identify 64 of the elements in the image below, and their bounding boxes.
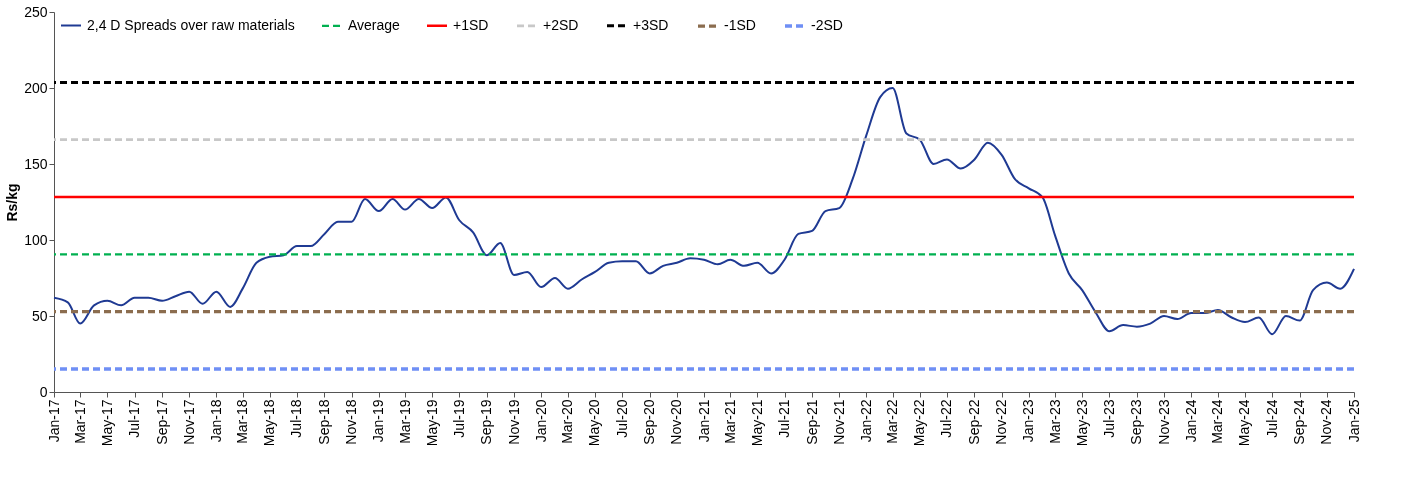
x-tick-label: Sep-17 <box>153 399 170 445</box>
x-tick-label: Jul-22 <box>938 399 955 438</box>
x-tick-label: May-18 <box>261 399 278 447</box>
x-tick-label: Mar-17 <box>71 399 88 444</box>
x-tick-label: Jan-22 <box>857 399 874 443</box>
y-tick-label: 100 <box>24 231 48 248</box>
x-tick-label: Mar-21 <box>721 399 738 444</box>
legend-label: 2,4 D Spreads over raw materials <box>87 16 295 33</box>
x-tick-label: Nov-18 <box>343 399 360 445</box>
x-tick-label: Sep-21 <box>803 399 820 445</box>
x-tick-label: Jul-24 <box>1263 399 1280 438</box>
x-tick-label: May-19 <box>423 399 440 447</box>
x-tick-label: Nov-22 <box>993 399 1010 445</box>
y-tick-label: 50 <box>31 307 48 324</box>
x-tick-label: Mar-19 <box>396 399 413 444</box>
x-tick-label: Mar-22 <box>884 399 901 444</box>
x-tick-label: Jul-18 <box>288 399 305 438</box>
legend-label: +3SD <box>633 16 669 33</box>
x-tick-label: May-21 <box>748 399 765 447</box>
x-tick-label: Mar-24 <box>1209 399 1226 444</box>
x-tick-label: Sep-20 <box>641 399 658 445</box>
x-tick-label: Jul-19 <box>450 399 467 438</box>
legend-label: -2SD <box>811 17 843 33</box>
x-tick-label: Jan-18 <box>207 399 224 443</box>
x-tick-label: Nov-17 <box>180 399 197 445</box>
x-tick-label: Nov-24 <box>1318 399 1335 445</box>
y-axis-title: Rs/kg <box>4 183 21 222</box>
x-tick-label: Sep-22 <box>966 399 982 445</box>
x-tick-label: Jan-19 <box>370 399 387 443</box>
x-tick-label: May-23 <box>1073 399 1090 447</box>
x-tick-label: May-22 <box>911 399 928 447</box>
x-tick-label: May-20 <box>586 399 603 447</box>
y-tick-label: 0 <box>39 383 48 400</box>
x-tick-label: Jan-20 <box>532 399 549 443</box>
x-tick-label: Nov-21 <box>830 399 847 445</box>
x-tick-label: Jan-21 <box>695 399 712 443</box>
x-tick-label: Mar-23 <box>1046 399 1063 444</box>
x-tick-label: Jul-23 <box>1100 399 1117 438</box>
y-tick-label: 250 <box>24 3 48 20</box>
x-tick-label: Sep-19 <box>478 399 495 445</box>
x-tick-label: Jul-20 <box>613 399 630 438</box>
x-tick-label: May-24 <box>1236 399 1253 447</box>
legend-label: -1SD <box>724 17 756 33</box>
x-tick-label: Sep-18 <box>316 399 332 445</box>
x-tick-label: Nov-19 <box>505 399 522 445</box>
x-tick-label: Jan-24 <box>1182 399 1199 443</box>
x-tick-label: May-17 <box>98 399 115 447</box>
legend-label: +1SD <box>453 16 489 33</box>
x-tick-label: Jan-17 <box>45 399 62 443</box>
x-tick-label: Nov-20 <box>668 399 685 445</box>
x-tick-label: Sep-23 <box>1128 399 1145 445</box>
x-tick-label: Jul-21 <box>776 399 793 438</box>
x-tick-label: Jul-17 <box>126 399 143 438</box>
line-series <box>53 87 1355 336</box>
y-tick-label: 150 <box>24 155 48 172</box>
legend-label: Average <box>348 16 401 33</box>
x-tick-label: Nov-23 <box>1155 399 1172 445</box>
x-tick-label: Jan-25 <box>1345 399 1362 443</box>
y-tick-label: 200 <box>24 79 48 96</box>
legend-label: +2SD <box>543 16 579 33</box>
x-tick-label: Mar-20 <box>559 399 576 444</box>
x-tick-label: Jan-23 <box>1020 399 1037 443</box>
x-tick-label: Mar-18 <box>234 399 251 444</box>
x-tick-label: Sep-24 <box>1291 399 1308 445</box>
